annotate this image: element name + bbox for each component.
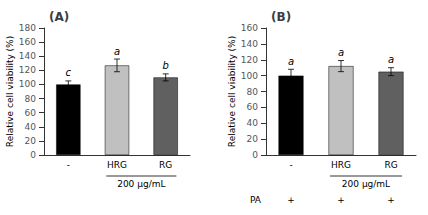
svg-text:a: a (288, 56, 294, 67)
svg-text:HRG: HRG (331, 160, 351, 170)
svg-text:PA: PA (250, 195, 262, 205)
svg-text:80: 80 (247, 87, 259, 97)
svg-text:200 μg/mL: 200 μg/mL (342, 179, 390, 189)
svg-text:-: - (289, 160, 292, 170)
svg-text:140: 140 (241, 39, 258, 49)
svg-text:a: a (338, 47, 344, 58)
svg-text:120: 120 (241, 55, 258, 65)
svg-text:b: b (162, 60, 168, 71)
svg-text:80: 80 (25, 94, 37, 104)
svg-text:160: 160 (241, 23, 258, 33)
svg-text:-: - (67, 160, 70, 170)
svg-text:180: 180 (19, 23, 36, 33)
svg-text:(B): (B) (271, 10, 291, 24)
svg-text:Relative cell viability (%): Relative cell viability (%) (227, 36, 237, 147)
svg-text:100: 100 (241, 71, 258, 81)
svg-text:a: a (114, 46, 120, 57)
svg-text:20: 20 (25, 136, 37, 146)
svg-text:RG: RG (384, 160, 397, 170)
svg-text:(A): (A) (49, 10, 69, 24)
svg-text:+: + (287, 195, 295, 205)
svg-text:HRG: HRG (107, 160, 127, 170)
svg-text:40: 40 (25, 122, 37, 132)
svg-text:40: 40 (247, 118, 259, 128)
svg-text:a: a (388, 54, 394, 65)
svg-text:20: 20 (247, 134, 259, 144)
svg-text:0: 0 (30, 150, 36, 160)
svg-text:+: + (337, 195, 345, 205)
svg-text:c: c (66, 67, 72, 78)
svg-text:200 μg/mL: 200 μg/mL (117, 179, 165, 189)
svg-text:Relative cell viability (%): Relative cell viability (%) (5, 36, 15, 147)
svg-text:120: 120 (19, 65, 36, 75)
svg-text:140: 140 (19, 51, 36, 61)
svg-text:+: + (387, 195, 395, 205)
svg-text:160: 160 (19, 37, 36, 47)
svg-text:0: 0 (252, 150, 258, 160)
svg-text:60: 60 (247, 102, 259, 112)
svg-text:RG: RG (159, 160, 172, 170)
svg-text:100: 100 (19, 79, 36, 89)
svg-text:60: 60 (25, 108, 37, 118)
